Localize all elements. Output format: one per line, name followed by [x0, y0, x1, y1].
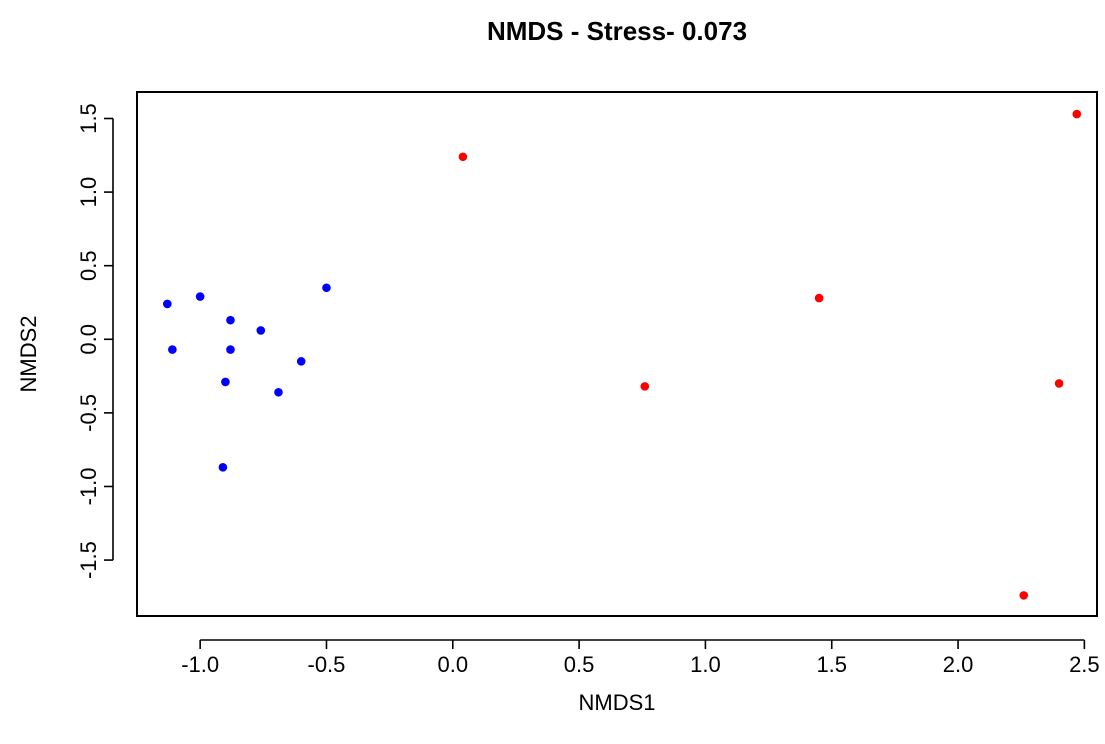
red-point	[640, 382, 650, 391]
blue-point	[195, 292, 205, 301]
y-tick-label: -0.5	[76, 394, 101, 432]
blue-point	[221, 377, 230, 387]
y-tick-label: -1.5	[76, 541, 101, 579]
x-tick-label: -0.5	[308, 652, 346, 677]
red-point	[1054, 379, 1064, 388]
x-tick-label: 1.5	[816, 652, 847, 677]
chart-title: NMDS - Stress- 0.073	[487, 16, 747, 46]
x-tick-label: 2.5	[1069, 652, 1100, 677]
red-point	[814, 293, 824, 303]
x-tick-label: 1.0	[690, 652, 721, 677]
x-tick-label: -1.0	[181, 652, 219, 677]
red-point	[458, 152, 468, 162]
x-axis: -1.0 -0.5 0.0 0.5 1.0 1.5 2.0 2.5	[181, 639, 1100, 677]
blue-point	[226, 315, 235, 325]
y-tick-label: 0.5	[76, 250, 101, 281]
blue-point	[296, 357, 306, 366]
y-tick-label: 0.0	[76, 324, 101, 355]
blue-point	[322, 283, 331, 293]
y-tick-label: 1.0	[76, 177, 101, 208]
x-tick-label: 2.0	[943, 652, 974, 677]
y-axis: -1.5 -1.0 -0.5 0.0 0.5 1.0 1.5	[76, 103, 114, 579]
red-point	[1019, 591, 1029, 600]
blue-point	[168, 345, 177, 354]
blue-point	[256, 326, 266, 335]
y-axis-label: NMDS2	[16, 315, 41, 392]
x-tick-label: 0.0	[437, 652, 468, 677]
x-axis-label: NMDS1	[578, 690, 655, 715]
y-tick-label: -1.0	[76, 468, 101, 506]
blue-point	[163, 299, 172, 309]
blue-point	[226, 345, 235, 354]
y-tick-label: 1.5	[76, 103, 101, 134]
blue-point	[274, 387, 283, 397]
data-points	[163, 109, 1082, 600]
blue-point	[218, 463, 228, 472]
x-tick-label: 0.5	[564, 652, 595, 677]
plot-frame	[136, 91, 1098, 617]
red-point	[1072, 109, 1082, 119]
